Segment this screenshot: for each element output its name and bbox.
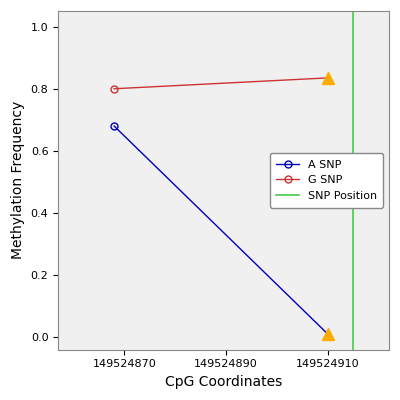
X-axis label: CpG Coordinates: CpG Coordinates <box>165 375 282 389</box>
Legend: A SNP, G SNP, SNP Position: A SNP, G SNP, SNP Position <box>270 153 383 208</box>
Y-axis label: Methylation Frequency: Methylation Frequency <box>11 101 25 260</box>
